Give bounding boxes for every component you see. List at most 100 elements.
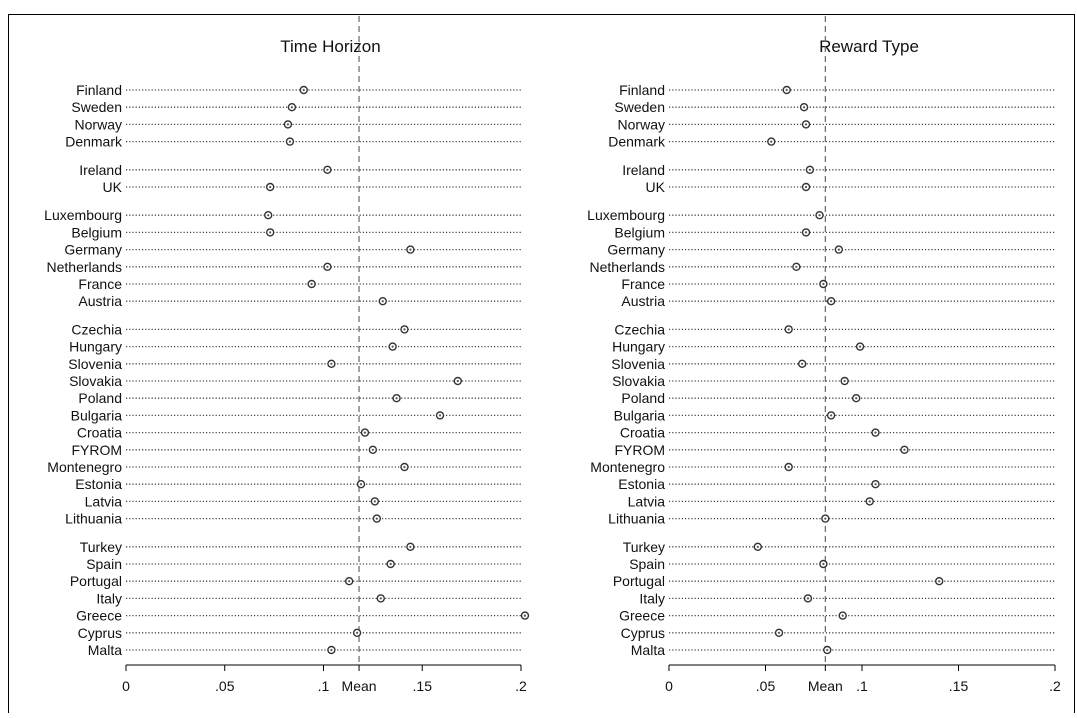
country-label: Czechia (614, 321, 665, 337)
country-label: Ireland (622, 162, 665, 178)
figure-frame (8, 14, 1075, 718)
data-point-center (830, 300, 833, 303)
data-point-center (375, 517, 378, 520)
x-tick-label: .1 (318, 678, 330, 694)
country-label: UK (646, 179, 666, 195)
country-label: Poland (78, 390, 122, 406)
data-point-center (804, 185, 808, 189)
country-label: Czechia (71, 321, 122, 337)
data-point-center (855, 397, 858, 400)
data-point-center (837, 248, 840, 251)
data-point-center (903, 448, 906, 451)
country-label: Austria (621, 293, 665, 309)
country-label: Greece (76, 608, 122, 624)
country-label: Cyprus (78, 625, 122, 641)
mean-tick-label: Mean (342, 678, 377, 694)
country-label: Ireland (79, 162, 122, 178)
x-tick-label: .05 (756, 678, 776, 694)
data-point-center (379, 597, 382, 600)
data-point-center (787, 465, 790, 469)
data-point-center (326, 265, 329, 268)
data-point-center (391, 345, 394, 348)
data-point-center (302, 88, 305, 92)
country-label: Lithuania (65, 511, 122, 527)
data-point-center (808, 168, 811, 171)
x-tick-label: .15 (949, 678, 969, 694)
country-label: Bulgaria (71, 407, 123, 423)
country-label: Italy (639, 590, 665, 606)
x-tick-label: 0 (122, 678, 130, 694)
data-point-center (326, 168, 329, 171)
data-point-center (843, 379, 846, 383)
country-label: Austria (78, 293, 122, 309)
data-point-center (330, 362, 333, 365)
country-label: Croatia (620, 425, 665, 441)
data-point-center (785, 88, 788, 92)
data-point-center (389, 562, 392, 566)
x-tick-label: 0 (665, 678, 673, 694)
country-label: Turkey (80, 539, 122, 555)
data-point-center (286, 123, 290, 126)
country-label: Estonia (618, 476, 665, 492)
data-point-center (801, 362, 804, 365)
data-point-center (787, 328, 790, 331)
country-label: Denmark (65, 134, 123, 150)
country-label: Denmark (608, 134, 666, 150)
country-label: Finland (76, 82, 122, 98)
data-point-center (803, 106, 806, 109)
data-point-center (288, 140, 292, 143)
data-point-center (359, 483, 363, 486)
data-point-center (818, 214, 821, 217)
data-point-center (874, 431, 877, 434)
x-tick-label: .2 (515, 678, 527, 694)
data-point-center (363, 431, 367, 434)
data-point-center (806, 597, 810, 600)
data-point-center (395, 397, 398, 400)
country-label: Lithuania (608, 511, 665, 527)
data-point-center (826, 648, 829, 652)
country-label: Hungary (69, 339, 122, 355)
data-point-center (523, 614, 527, 617)
country-label: Malta (88, 642, 122, 658)
country-label: Bulgaria (614, 407, 666, 423)
country-label: Latvia (85, 493, 123, 509)
data-point-center (373, 500, 376, 503)
country-label: France (78, 276, 122, 292)
mean-tick-label: Mean (808, 678, 843, 694)
data-point-center (409, 248, 412, 251)
country-label: Belgium (71, 224, 122, 240)
country-label: Malta (631, 642, 665, 658)
data-point-center (795, 265, 798, 268)
country-label: Estonia (75, 476, 122, 492)
data-point-center (858, 345, 862, 348)
data-point-center (822, 282, 825, 286)
data-point-center (330, 648, 333, 652)
country-label: Slovenia (611, 356, 665, 372)
data-point-center (874, 483, 877, 486)
country-label: Spain (86, 556, 122, 572)
data-point-center (438, 414, 442, 417)
country-label: FYROM (71, 442, 122, 458)
data-point-center (290, 106, 293, 109)
country-label: Slovakia (612, 373, 665, 389)
data-point-center (409, 545, 412, 548)
country-label: Cyprus (621, 625, 665, 641)
country-label: Montenegro (590, 459, 665, 475)
data-point-center (269, 231, 272, 234)
country-label: Finland (619, 82, 665, 98)
data-point-center (830, 414, 833, 417)
data-point-center (371, 448, 374, 451)
country-label: Norway (75, 116, 122, 132)
data-point-center (868, 500, 871, 503)
data-point-center (381, 300, 384, 303)
country-label: Germany (64, 242, 122, 258)
x-tick-label: .2 (1049, 678, 1061, 694)
country-label: Luxembourg (44, 207, 122, 223)
data-point-center (841, 614, 844, 617)
country-label: Turkey (623, 539, 665, 555)
x-tick-label: .1 (856, 678, 868, 694)
data-point-center (456, 379, 459, 383)
